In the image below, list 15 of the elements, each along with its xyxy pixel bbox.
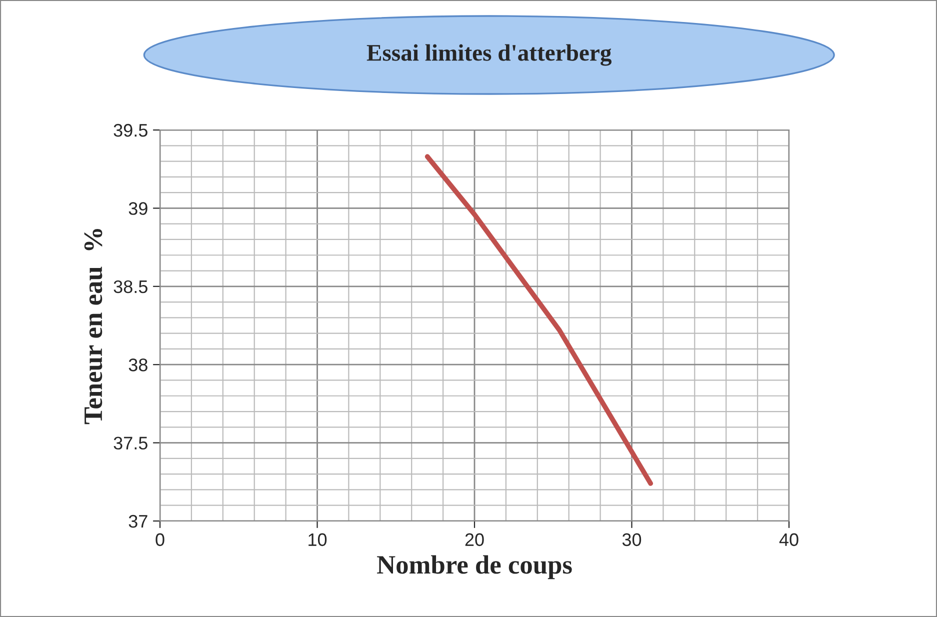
x-tick-label: 20 (465, 533, 484, 546)
y-tick-label: 37 (128, 514, 148, 528)
x-tick-label: 0 (156, 533, 164, 546)
x-tick-label: 40 (779, 533, 798, 546)
y-tick-label: 38.5 (114, 280, 148, 294)
chart-title: Essai limites d'atterberg (366, 44, 612, 66)
y-axis-title: Teneur en eau % (84, 228, 102, 424)
y-tick-label: 39.5 (114, 124, 148, 137)
y-tick-label: 37.5 (114, 436, 148, 450)
x-tick-label: 10 (308, 533, 327, 546)
line-series (424, 154, 654, 486)
y-tick-label: 38 (128, 358, 148, 372)
y-tick-label: 39 (128, 202, 148, 215)
x-tick-label: 30 (622, 533, 642, 546)
x-axis-title: Nombre de coups (377, 555, 572, 580)
